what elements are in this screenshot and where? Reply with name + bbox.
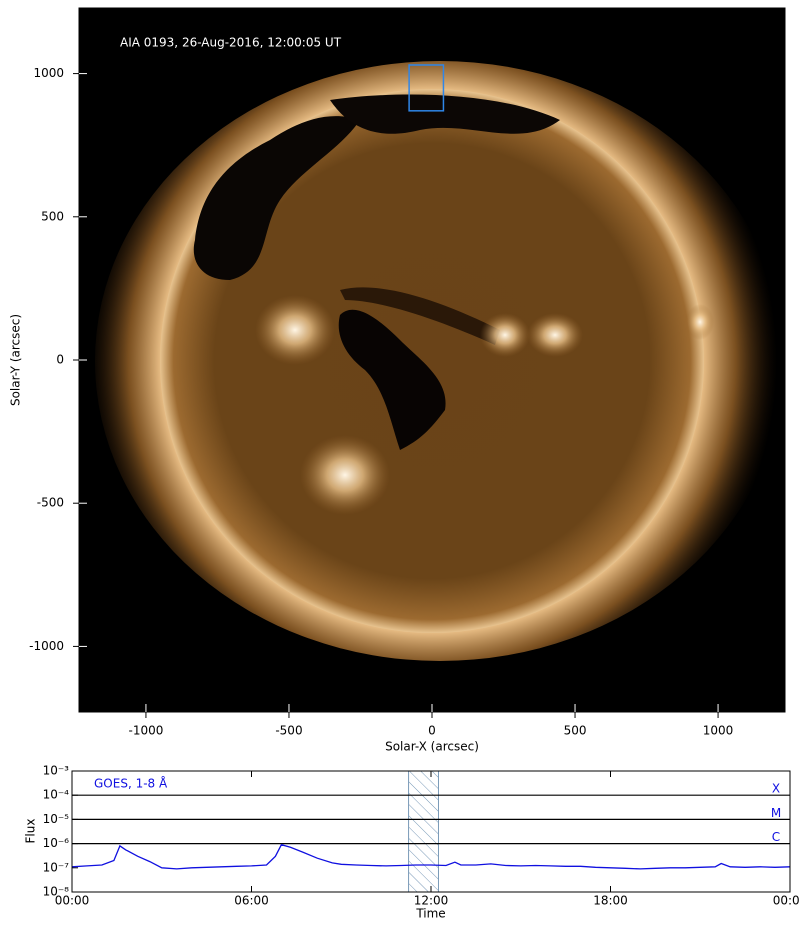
x-tick-label: -500 — [275, 724, 302, 738]
x-axis-label: Time — [415, 907, 445, 921]
y-tick-label: 10⁻⁶ — [43, 836, 70, 850]
threshold-label: M — [771, 806, 781, 820]
threshold-label: C — [772, 830, 780, 844]
x-tick-label: 500 — [564, 724, 587, 738]
y-axis-label: Solar-Y (arcsec) — [9, 314, 23, 406]
y-tick-label: 10⁻⁷ — [43, 860, 70, 874]
y-tick-label: 1000 — [33, 66, 64, 80]
y-tick-label: 10⁻⁴ — [43, 788, 70, 802]
image-title: AIA 0193, 26-Aug-2016, 12:00:05 UT — [120, 36, 342, 50]
x-tick-label: 00:00 — [773, 894, 799, 908]
y-tick-label: 10⁻⁵ — [43, 812, 70, 826]
x-tick-label: -1000 — [129, 724, 164, 738]
y-tick-label: 10⁻⁸ — [43, 885, 70, 899]
legend-label: GOES, 1-8 Å — [94, 776, 168, 791]
y-tick-label: 0 — [56, 353, 64, 367]
y-tick-label: 500 — [41, 209, 64, 223]
x-tick-label: 12:00 — [414, 894, 449, 908]
x-tick-label: 1000 — [703, 724, 734, 738]
highlight-region — [408, 770, 439, 893]
plot-frame — [71, 770, 791, 893]
threshold-label: X — [772, 782, 780, 796]
region-box — [408, 64, 445, 112]
x-axis-label: Solar-X (arcsec) — [385, 740, 479, 754]
x-tick-label: 06:00 — [234, 894, 269, 908]
solar-image — [79, 8, 785, 712]
y-tick-label: 10⁻³ — [43, 764, 70, 778]
x-tick-label: 18:00 — [593, 894, 628, 908]
y-tick-label: -1000 — [29, 639, 64, 653]
y-axis-label: Flux — [24, 819, 38, 844]
x-tick-label: 0 — [428, 724, 436, 738]
x-tick-label: 00:00 — [55, 894, 90, 908]
y-tick-label: -500 — [37, 496, 64, 510]
series-line — [71, 843, 791, 870]
